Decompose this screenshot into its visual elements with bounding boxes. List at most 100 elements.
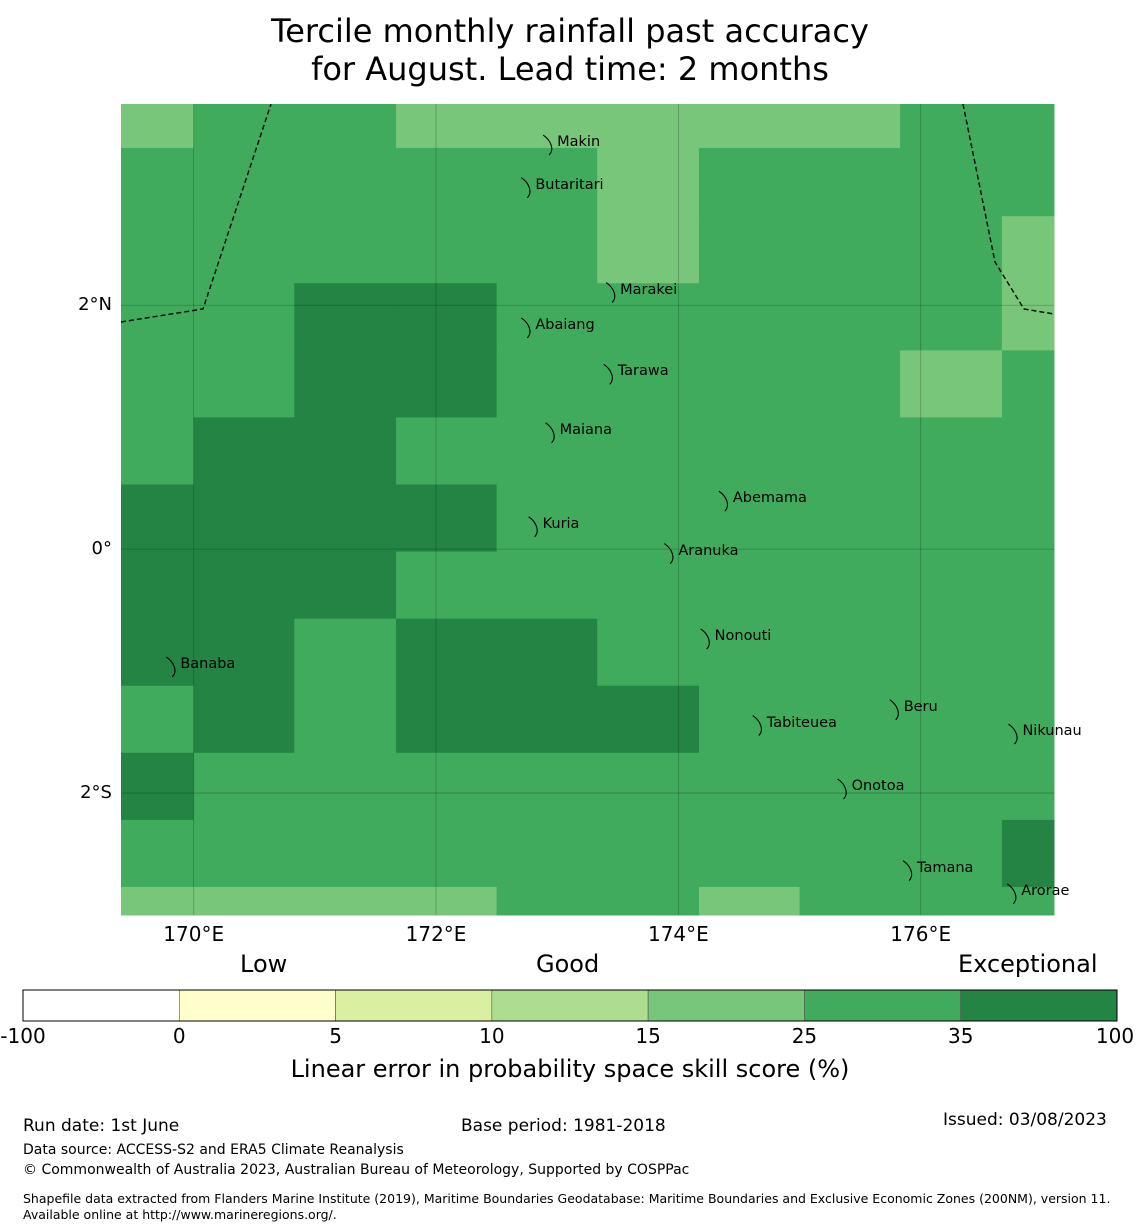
grid-cell — [1001, 283, 1055, 351]
island-label: Maiana — [559, 421, 612, 438]
grid-cell — [294, 752, 397, 821]
island-outline — [521, 317, 531, 339]
skill-grid — [121, 104, 1055, 916]
island-outline — [605, 282, 616, 303]
grid-cell — [193, 618, 295, 687]
island-label: Kuria — [542, 515, 580, 532]
grid-cell — [698, 104, 801, 149]
eez-boundary-east — [962, 103, 1055, 315]
eez-boundaries — [120, 103, 1055, 323]
colorbar-tick-label: 5 — [329, 1024, 342, 1048]
grid-cell — [496, 819, 598, 888]
grid-cell — [121, 685, 195, 754]
grid-cell — [900, 417, 1003, 485]
latitude-tick-label: 2°S — [80, 782, 112, 804]
grid-cell — [597, 216, 700, 284]
colorbar-segment — [178, 989, 336, 1022]
grid-cell — [1001, 752, 1055, 821]
island-outline — [528, 516, 538, 538]
island-outline — [700, 628, 710, 650]
island-label: Aranuka — [678, 542, 739, 559]
data-source: Data source: ACCESS-S2 and ERA5 Climate … — [23, 1142, 404, 1158]
grid-cell — [193, 685, 295, 754]
grid-cell — [193, 104, 295, 149]
grid-cell — [496, 147, 598, 217]
grid-cell — [121, 104, 195, 149]
grid-cell — [900, 104, 1003, 149]
grid-cell — [294, 484, 397, 553]
colorbar-exceptional-label: Exceptional — [958, 950, 1098, 978]
colorbar-segment — [804, 989, 962, 1022]
latitude-tick-label: 2°N — [78, 294, 112, 316]
grid-cell — [799, 147, 901, 217]
colorbar-axis-label: Linear error in probability space skill … — [290, 1055, 850, 1083]
grid-cell — [121, 350, 195, 418]
grid-cell — [294, 216, 397, 284]
grid-cell — [294, 819, 397, 888]
grid-cell — [900, 283, 1003, 351]
grid-cell — [294, 618, 397, 687]
grid-cell — [799, 350, 901, 418]
grid-cell — [294, 350, 397, 418]
grid-cell — [900, 618, 1003, 687]
grid-cell — [294, 147, 397, 217]
grid-cell — [496, 886, 598, 916]
grid-cell — [799, 819, 901, 888]
map-title-line2: for August. Lead time: 2 months — [311, 50, 829, 88]
grid-cell — [193, 216, 295, 284]
grid-cell — [193, 147, 295, 217]
grid-cell — [698, 685, 801, 754]
longitude-tick-label: 176°E — [890, 922, 952, 946]
copyright: © Commonwealth of Australia 2023, Austra… — [23, 1162, 690, 1178]
colorbar — [22, 989, 1118, 1022]
grid-cell — [799, 283, 901, 351]
grid-cell — [121, 417, 195, 485]
grid-cell — [121, 147, 195, 217]
island-label: Nikunau — [1022, 723, 1082, 740]
grid-cell — [496, 752, 598, 821]
grid-cell — [698, 350, 801, 418]
colorbar-segment — [22, 989, 180, 1022]
colorbar-tick-label: 10 — [479, 1024, 505, 1048]
colorbar-low-label: Low — [240, 950, 288, 978]
longitude-tick-label: 170°E — [163, 922, 225, 946]
longitude-tick-label: 172°E — [405, 922, 467, 946]
grid-cell — [496, 350, 598, 418]
grid-cell — [698, 283, 801, 351]
grid-cell — [396, 752, 498, 821]
graticule — [121, 104, 1054, 915]
island-outline — [889, 699, 899, 721]
grid-cell — [396, 819, 498, 888]
grid-cell — [396, 147, 498, 217]
island-label: Makin — [557, 134, 601, 151]
colorbar-good-label: Good — [536, 950, 600, 978]
grid-cell — [698, 819, 801, 888]
grid-cell — [698, 886, 801, 916]
grid-cell — [900, 886, 1003, 916]
grid-cell — [121, 283, 195, 351]
grid-cell — [294, 417, 397, 485]
island-outline — [664, 543, 674, 564]
grid-cell — [121, 819, 195, 888]
island-outlines — [166, 134, 1018, 905]
island-outline — [545, 422, 555, 444]
island-label: Banaba — [180, 655, 236, 672]
grid-cell — [1001, 216, 1055, 284]
map-title-line1: Tercile monthly rainfall past accuracy — [271, 12, 869, 50]
grid-cell — [597, 551, 700, 620]
grid-cell — [1001, 551, 1055, 620]
island-label: Abaiang — [535, 316, 595, 333]
grid-cell — [597, 104, 700, 149]
grid-cell — [799, 886, 901, 916]
grid-cell — [799, 752, 901, 821]
grid-cell — [1001, 886, 1055, 916]
island-label: Tabiteuea — [766, 714, 837, 731]
grid-cell — [121, 618, 195, 687]
grid-cell — [698, 752, 801, 821]
grid-cell — [121, 886, 195, 916]
grid-cell — [396, 886, 498, 916]
island-label: Arorae — [1021, 882, 1070, 899]
longitude-tick-label: 174°E — [647, 922, 709, 946]
grid-cell — [396, 618, 498, 687]
grid-cell — [121, 551, 195, 620]
